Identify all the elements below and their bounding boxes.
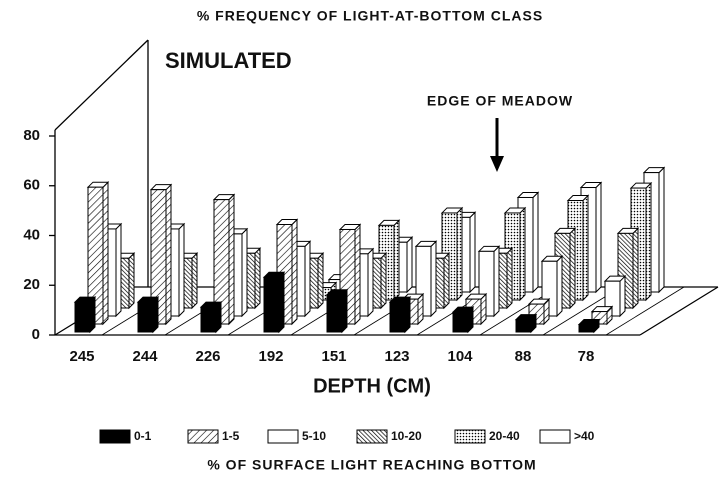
legend-title: % OF SURFACE LIGHT REACHING BOTTOM <box>207 457 536 473</box>
annotation-arrowhead <box>490 156 504 172</box>
bar-side <box>595 181 602 294</box>
y-tick-label: 60 <box>23 177 40 194</box>
x-tick-label: 245 <box>69 348 94 365</box>
bar-front <box>578 324 595 333</box>
legend-label: 20-40 <box>489 429 520 443</box>
bar-front <box>74 301 91 333</box>
y-tick-label: 20 <box>23 276 40 293</box>
bar-front <box>263 276 280 333</box>
bar <box>136 295 160 334</box>
floor-line <box>605 286 685 336</box>
bar-front <box>326 294 343 333</box>
bar-side <box>291 218 298 326</box>
bar-side <box>393 219 400 302</box>
legend-swatch <box>99 429 131 444</box>
bar <box>149 183 173 326</box>
bar <box>388 295 412 334</box>
bar <box>86 180 110 326</box>
bar-side <box>152 295 159 334</box>
bar-side <box>241 227 248 318</box>
bar <box>199 300 223 334</box>
bar-front <box>389 301 406 333</box>
x-tick-label: 123 <box>384 348 409 365</box>
bar-side <box>456 206 463 302</box>
bar-side <box>278 271 285 334</box>
bar-front <box>200 306 217 333</box>
y-tick-label: 0 <box>32 326 40 343</box>
legend-label: 10-20 <box>391 429 422 443</box>
bar-side <box>430 240 437 318</box>
bar-front <box>137 301 154 333</box>
bar <box>325 288 349 334</box>
x-tick-label: 244 <box>132 348 158 365</box>
bar-side <box>165 183 172 326</box>
legend-swatch <box>267 429 299 444</box>
bar-side <box>469 211 476 294</box>
bar-side <box>404 295 411 334</box>
bar <box>514 313 538 334</box>
bar-side <box>115 222 122 318</box>
bar-side <box>632 227 639 310</box>
x-tick-label: 226 <box>195 348 220 365</box>
legend-swatch <box>539 429 571 444</box>
bar-side <box>354 223 361 326</box>
y-tick-label: 80 <box>23 127 40 144</box>
bar-side <box>519 206 526 302</box>
bar-side <box>367 247 374 318</box>
bar-side <box>406 236 413 294</box>
bar-side <box>506 247 513 310</box>
x-axis-label: DEPTH (CM) <box>313 375 431 397</box>
x-tick-label: 151 <box>321 348 346 365</box>
legend-label: >40 <box>574 429 595 443</box>
x-tick-label: 192 <box>258 348 283 365</box>
bar-front <box>515 319 532 333</box>
bar <box>451 305 475 334</box>
x-tick-label: 78 <box>578 348 595 365</box>
bar-front <box>452 311 469 333</box>
bar-side <box>128 252 135 310</box>
bar-side <box>380 252 387 310</box>
legend-swatch <box>454 429 486 444</box>
legend-label: 0-1 <box>134 429 152 443</box>
annotation: EDGE OF MEADOW <box>427 93 573 109</box>
bar-side <box>443 252 450 310</box>
y-tick-label: 40 <box>23 226 40 243</box>
bar-side <box>89 295 96 334</box>
bar-side <box>304 240 311 318</box>
bar <box>212 193 236 326</box>
chart-title: % FREQUENCY OF LIGHT-AT-BOTTOM CLASS <box>197 8 543 24</box>
bar-side <box>582 194 589 302</box>
bar-side <box>645 181 652 302</box>
legend-swatch <box>356 429 388 444</box>
bar-side <box>532 191 539 294</box>
legend-swatch <box>187 429 219 444</box>
subtitle: SIMULATED <box>165 48 292 73</box>
legend-label: 5-10 <box>302 429 326 443</box>
bar-side <box>191 252 198 310</box>
bar-side <box>228 193 235 326</box>
bar-side <box>569 227 576 310</box>
bar-side <box>317 252 324 310</box>
bar <box>262 271 286 334</box>
bar-side <box>254 247 261 310</box>
legend-label: 1-5 <box>222 429 240 443</box>
x-tick-label: 104 <box>447 348 473 365</box>
bar-side <box>102 180 109 326</box>
x-tick-label: 88 <box>515 348 532 365</box>
bar-side <box>341 288 348 334</box>
bar-side <box>619 274 626 318</box>
bar-side <box>493 245 500 318</box>
bar-side <box>556 255 563 318</box>
bar <box>577 318 601 334</box>
bar-side <box>658 166 665 294</box>
bar-side <box>178 222 185 318</box>
bar <box>73 295 97 334</box>
